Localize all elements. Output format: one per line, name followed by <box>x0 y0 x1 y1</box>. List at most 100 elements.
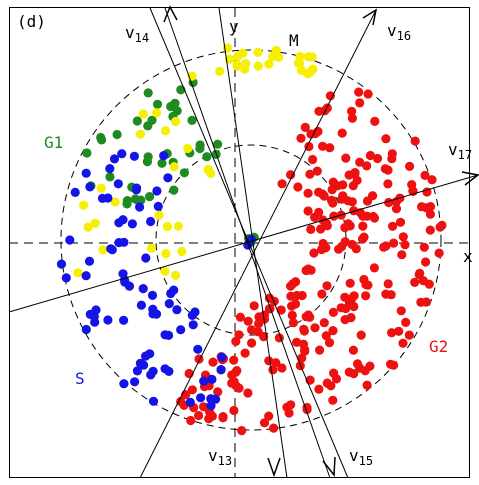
data-point <box>354 87 364 97</box>
data-point <box>135 358 145 368</box>
data-point <box>171 116 181 127</box>
data-point <box>299 326 309 336</box>
data-point <box>119 237 129 247</box>
data-point <box>169 185 179 195</box>
data-point <box>61 273 71 283</box>
data-point <box>421 257 431 267</box>
data-point <box>425 202 436 212</box>
data-point <box>96 132 106 143</box>
data-point <box>254 319 264 329</box>
data-point <box>177 246 187 257</box>
data-point <box>152 108 162 118</box>
v13-line <box>139 9 377 479</box>
data-point <box>176 325 186 335</box>
data-point <box>401 317 411 327</box>
data-point <box>387 328 397 338</box>
data-point <box>171 270 181 280</box>
data-point <box>328 307 338 317</box>
data-point <box>268 51 278 62</box>
data-point <box>355 157 365 167</box>
data-point <box>398 338 408 348</box>
data-point <box>303 188 313 198</box>
data-point <box>105 172 115 182</box>
data-point <box>328 326 338 336</box>
data-point <box>396 306 406 316</box>
data-point <box>206 168 216 178</box>
data-point <box>370 116 380 126</box>
data-point <box>90 218 100 228</box>
data-point <box>153 201 163 211</box>
data-point <box>129 151 139 161</box>
data-point <box>424 279 434 289</box>
data-point <box>132 366 142 376</box>
data-point <box>317 289 327 299</box>
data-point <box>434 248 444 258</box>
data-point <box>142 157 152 167</box>
data-point <box>381 289 391 299</box>
data-point <box>217 352 227 362</box>
data-point <box>365 361 375 371</box>
data-point <box>294 58 305 69</box>
data-point <box>164 299 174 309</box>
data-point <box>397 250 407 260</box>
data-point <box>194 410 204 421</box>
data-point <box>425 225 435 235</box>
data-point <box>259 418 270 428</box>
data-point <box>324 338 335 348</box>
data-point <box>271 358 281 368</box>
data-point <box>145 192 155 202</box>
data-point <box>269 423 279 433</box>
data-point <box>135 202 145 212</box>
data-point <box>161 249 171 259</box>
data-point <box>300 346 310 356</box>
data-point <box>112 129 122 140</box>
data-point <box>56 259 67 269</box>
data-point <box>359 232 369 242</box>
outer-circle <box>60 49 442 431</box>
data-point <box>305 169 315 179</box>
data-point <box>362 161 372 171</box>
data-point <box>264 356 274 366</box>
data-point <box>347 197 357 207</box>
v15-line <box>149 7 349 479</box>
data-point <box>340 315 350 325</box>
data-point <box>141 351 151 361</box>
data-point <box>380 164 390 174</box>
data-point <box>328 395 338 405</box>
data-point <box>306 224 316 234</box>
data-point <box>195 140 205 150</box>
data-point <box>152 186 162 196</box>
data-point <box>326 195 337 205</box>
data-point <box>314 384 324 394</box>
data-point <box>202 152 212 162</box>
data-point <box>276 305 286 315</box>
data-point <box>160 126 171 136</box>
data-point <box>305 67 315 77</box>
data-point <box>361 291 371 301</box>
data-point <box>316 224 326 234</box>
data-point <box>359 274 369 285</box>
data-point <box>352 359 363 369</box>
v14-arrowhead <box>163 5 178 23</box>
data-point <box>340 237 350 247</box>
data-point <box>363 89 373 99</box>
y-axis-label: y <box>229 17 239 36</box>
data-point <box>369 263 379 273</box>
data-point <box>73 268 83 278</box>
data-point <box>387 154 397 164</box>
label-v17: v17 <box>448 140 472 162</box>
label-v15: v16 <box>387 21 411 43</box>
data-point <box>213 139 223 149</box>
data-point <box>164 366 174 376</box>
data-point <box>331 374 342 384</box>
data-point <box>315 345 325 355</box>
data-point <box>264 411 274 421</box>
data-point <box>358 211 368 221</box>
data-point <box>132 116 142 126</box>
data-point <box>120 277 130 287</box>
data-point <box>355 98 365 108</box>
data-point <box>301 312 311 322</box>
data-point <box>347 294 357 304</box>
data-point <box>312 166 322 176</box>
data-point <box>419 242 429 252</box>
